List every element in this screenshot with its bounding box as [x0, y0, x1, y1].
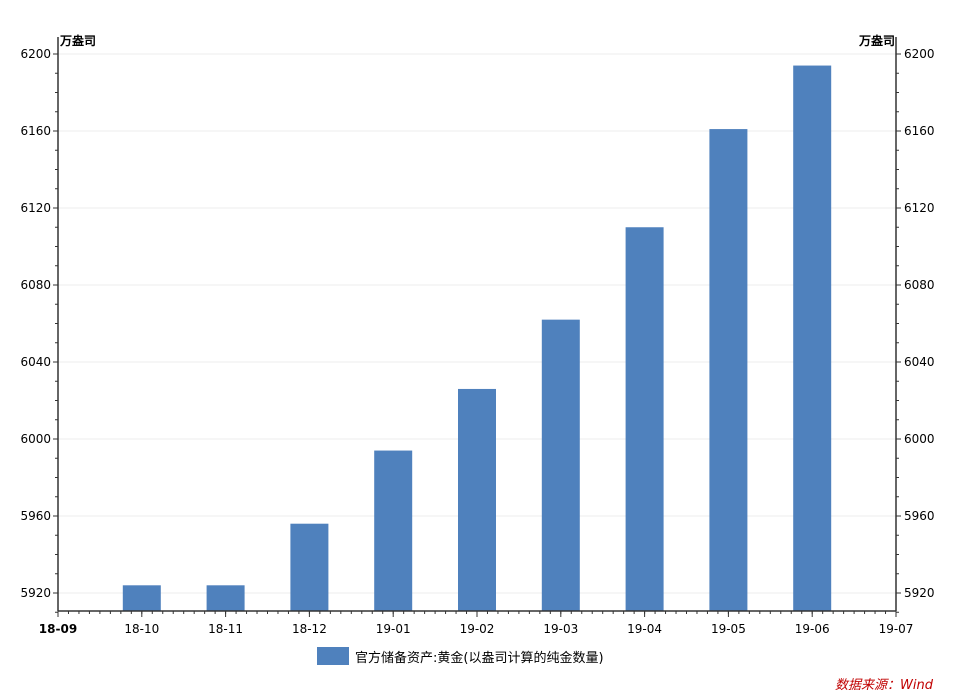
x-tick-label: 19-01	[376, 622, 411, 636]
y-tick-label-right: 6120	[904, 201, 935, 215]
x-tick-label: 18-12	[292, 622, 327, 636]
y-tick-label-left: 6000	[20, 432, 51, 446]
x-tick-label: 19-04	[627, 622, 662, 636]
y-tick-label-left: 5920	[20, 586, 51, 600]
y-tick-label-right: 6200	[904, 47, 935, 61]
y-tick-label-right: 5960	[904, 509, 935, 523]
x-tick-label: 18-09	[39, 622, 77, 636]
bar	[122, 585, 161, 611]
legend-swatch	[317, 647, 349, 665]
y-tick-label-left: 6080	[20, 278, 51, 292]
legend-label: 官方储备资产:黄金(以盎司计算的纯金数量)	[355, 650, 604, 666]
x-tick-label: 19-07	[879, 622, 914, 636]
bar	[374, 450, 413, 611]
bar	[793, 65, 832, 612]
y-tick-label-left: 6200	[20, 47, 51, 61]
bar	[290, 523, 329, 611]
x-tick-label: 19-06	[795, 622, 830, 636]
bar	[625, 227, 664, 611]
x-tick-label: 19-03	[543, 622, 578, 636]
legend: 官方储备资产:黄金(以盎司计算的纯金数量)	[317, 647, 604, 666]
y-tick-label-right: 6000	[904, 432, 935, 446]
axes: 5920 5920 5960 5960 6000 6000 6040 6040 6080 6080…	[20, 37, 935, 636]
data-source: 数据来源：Wind	[835, 678, 934, 693]
y-tick-label-left: 5960	[20, 509, 51, 523]
x-tick-label: 19-02	[460, 622, 495, 636]
x-tick-label: 18-11	[208, 622, 243, 636]
y-tick-label-left: 6160	[20, 124, 51, 138]
y-tick-label-right: 6080	[904, 278, 935, 292]
y-unit-left: 万盎司	[59, 33, 96, 48]
y-tick-label-right: 5920	[904, 586, 935, 600]
bar	[541, 319, 580, 611]
y-tick-label-right: 6160	[904, 124, 935, 138]
x-tick-label: 19-05	[711, 622, 746, 636]
bar	[709, 129, 748, 611]
bar	[458, 388, 496, 611]
y-tick-label-right: 6040	[904, 355, 935, 369]
y-tick-label-left: 6120	[20, 201, 51, 215]
y-unit-right: 万盎司	[858, 33, 895, 48]
x-tick-label: 18-10	[124, 622, 159, 636]
y-tick-label-left: 6040	[20, 355, 51, 369]
bar	[206, 585, 245, 611]
bar-series	[122, 65, 832, 612]
